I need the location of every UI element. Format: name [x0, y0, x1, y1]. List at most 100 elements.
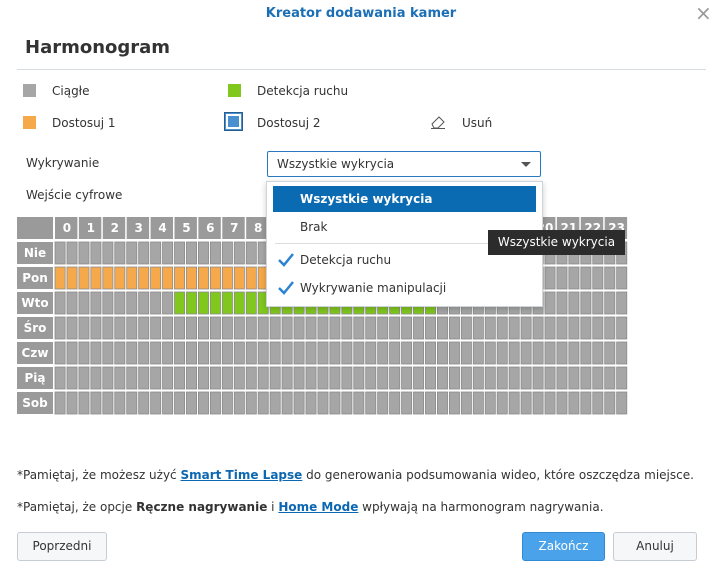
schedule-cell[interactable]	[197, 291, 209, 315]
schedule-cell[interactable]	[126, 341, 138, 365]
schedule-cell[interactable]	[209, 391, 221, 415]
schedule-cell[interactable]	[221, 241, 233, 265]
schedule-cell[interactable]	[233, 341, 245, 365]
legend-swatch[interactable]	[23, 116, 36, 129]
schedule-cell[interactable]	[197, 266, 209, 290]
schedule-cell[interactable]	[54, 366, 66, 390]
schedule-cell[interactable]	[556, 391, 568, 415]
schedule-cell[interactable]	[472, 341, 484, 365]
schedule-cell[interactable]	[556, 266, 568, 290]
schedule-cell[interactable]	[604, 316, 616, 340]
schedule-cell[interactable]	[150, 241, 162, 265]
prev-button[interactable]: Poprzedni	[17, 532, 107, 561]
schedule-cell[interactable]	[436, 341, 448, 365]
schedule-cell[interactable]	[616, 341, 628, 365]
schedule-cell[interactable]	[78, 391, 90, 415]
schedule-cell[interactable]	[544, 366, 556, 390]
schedule-cell[interactable]	[580, 316, 592, 340]
schedule-cell[interactable]	[209, 341, 221, 365]
schedule-cell[interactable]	[568, 291, 580, 315]
schedule-cell[interactable]	[568, 266, 580, 290]
schedule-cell[interactable]	[209, 241, 221, 265]
schedule-cell[interactable]	[233, 316, 245, 340]
schedule-cell[interactable]	[580, 366, 592, 390]
schedule-cell[interactable]	[221, 266, 233, 290]
schedule-cell[interactable]	[496, 341, 508, 365]
schedule-cell[interactable]	[484, 316, 496, 340]
schedule-cell[interactable]	[162, 391, 174, 415]
schedule-cell[interactable]	[54, 316, 66, 340]
schedule-cell[interactable]	[233, 391, 245, 415]
schedule-cell[interactable]	[162, 241, 174, 265]
schedule-cell[interactable]	[114, 391, 126, 415]
legend-swatch[interactable]	[228, 84, 241, 97]
schedule-cell[interactable]	[150, 291, 162, 315]
schedule-cell[interactable]	[377, 316, 389, 340]
schedule-cell[interactable]	[269, 316, 281, 340]
schedule-cell[interactable]	[174, 366, 186, 390]
schedule-cell[interactable]	[448, 341, 460, 365]
schedule-cell[interactable]	[126, 291, 138, 315]
check-option[interactable]: Detekcja ruchu	[300, 253, 392, 267]
schedule-cell[interactable]	[317, 341, 329, 365]
schedule-cell[interactable]	[389, 341, 401, 365]
schedule-cell[interactable]	[245, 366, 257, 390]
schedule-cell[interactable]	[293, 391, 305, 415]
schedule-cell[interactable]	[532, 316, 544, 340]
schedule-cell[interactable]	[114, 291, 126, 315]
schedule-cell[interactable]	[221, 316, 233, 340]
schedule-cell[interactable]	[556, 291, 568, 315]
schedule-cell[interactable]	[317, 316, 329, 340]
schedule-cell[interactable]	[90, 266, 102, 290]
schedule-cell[interactable]	[436, 391, 448, 415]
schedule-cell[interactable]	[269, 391, 281, 415]
schedule-cell[interactable]	[365, 366, 377, 390]
schedule-cell[interactable]	[377, 366, 389, 390]
schedule-cell[interactable]	[604, 366, 616, 390]
schedule-cell[interactable]	[448, 316, 460, 340]
schedule-cell[interactable]	[209, 316, 221, 340]
schedule-cell[interactable]	[580, 291, 592, 315]
schedule-cell[interactable]	[472, 366, 484, 390]
schedule-cell[interactable]	[102, 366, 114, 390]
schedule-cell[interactable]	[66, 291, 78, 315]
schedule-cell[interactable]	[544, 266, 556, 290]
schedule-cell[interactable]	[616, 266, 628, 290]
schedule-cell[interactable]	[174, 341, 186, 365]
schedule-cell[interactable]	[245, 266, 257, 290]
schedule-cell[interactable]	[174, 316, 186, 340]
schedule-cell[interactable]	[329, 391, 341, 415]
schedule-cell[interactable]	[568, 341, 580, 365]
schedule-cell[interactable]	[186, 291, 197, 315]
check-icon[interactable]	[276, 250, 296, 270]
schedule-cell[interactable]	[305, 316, 317, 340]
schedule-cell[interactable]	[221, 366, 233, 390]
schedule-cell[interactable]	[186, 391, 197, 415]
schedule-cell[interactable]	[508, 391, 520, 415]
link[interactable]: Smart Time Lapse	[180, 468, 303, 482]
link[interactable]: Home Mode	[278, 500, 359, 514]
schedule-cell[interactable]	[245, 316, 257, 340]
schedule-cell[interactable]	[162, 366, 174, 390]
schedule-cell[interactable]	[126, 266, 138, 290]
schedule-cell[interactable]	[472, 316, 484, 340]
schedule-cell[interactable]	[78, 266, 90, 290]
schedule-cell[interactable]	[114, 266, 126, 290]
schedule-cell[interactable]	[66, 366, 78, 390]
schedule-cell[interactable]	[162, 291, 174, 315]
schedule-cell[interactable]	[257, 316, 269, 340]
schedule-cell[interactable]	[448, 391, 460, 415]
schedule-cell[interactable]	[520, 341, 532, 365]
legend-label[interactable]: Usuń	[462, 116, 493, 130]
schedule-cell[interactable]	[568, 391, 580, 415]
schedule-cell[interactable]	[568, 366, 580, 390]
schedule-cell[interactable]	[616, 316, 628, 340]
schedule-cell[interactable]	[233, 241, 245, 265]
schedule-cell[interactable]	[138, 341, 150, 365]
schedule-cell[interactable]	[317, 366, 329, 390]
schedule-cell[interactable]	[138, 391, 150, 415]
check-icon[interactable]	[276, 278, 296, 298]
schedule-cell[interactable]	[568, 316, 580, 340]
schedule-cell[interactable]	[269, 366, 281, 390]
schedule-cell[interactable]	[616, 291, 628, 315]
